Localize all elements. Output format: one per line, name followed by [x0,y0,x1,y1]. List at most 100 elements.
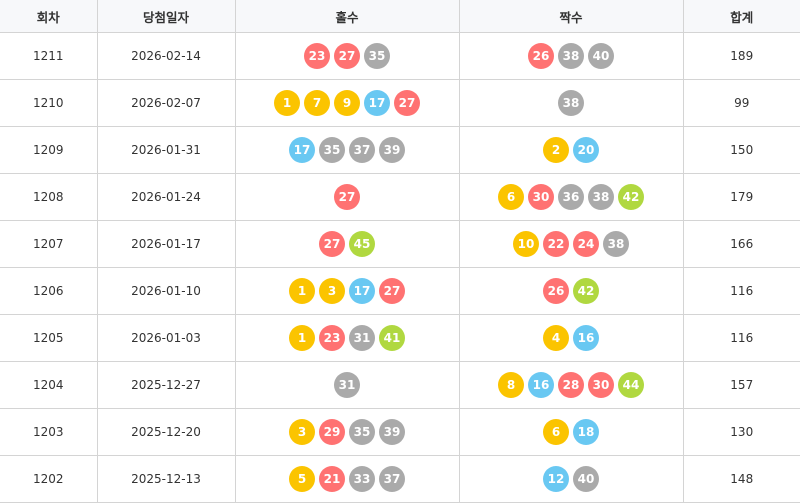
round-cell: 1206 [0,267,98,315]
number-ball: 10 [513,231,539,257]
number-ball: 30 [588,372,614,398]
sum-cell: 130 [682,408,800,456]
even-balls: 6 18 [460,419,683,445]
round-cell: 1203 [0,408,98,456]
round-cell: 1204 [0,361,98,409]
number-ball: 5 [289,466,315,492]
even-balls: 26 38 40 [460,43,683,69]
date-cell: 2026-02-07 [96,79,236,127]
number-ball: 44 [618,372,644,398]
table-row: 1202 2025-12-13 5 21 33 37 12 40 148 [0,455,800,503]
even-balls: 26 42 [460,278,683,304]
table-row: 1208 2026-01-24 27 6 30 36 38 42 179 [0,173,800,221]
number-ball: 22 [543,231,569,257]
odd-numbers-cell: 31 [234,361,460,409]
number-ball: 35 [319,137,345,163]
number-ball: 29 [319,419,345,445]
number-ball: 26 [543,278,569,304]
number-ball: 6 [498,184,524,210]
number-ball: 16 [528,372,554,398]
sum-cell: 99 [682,79,800,127]
odd-numbers-cell: 5 21 33 37 [234,455,460,503]
number-ball: 23 [319,325,345,351]
number-ball: 18 [573,419,599,445]
number-ball: 38 [588,184,614,210]
number-ball: 27 [394,90,420,116]
round-cell: 1209 [0,126,98,174]
even-numbers-cell: 8 16 28 30 44 [458,361,684,409]
even-numbers-cell: 26 42 [458,267,684,315]
sum-cell: 189 [682,32,800,80]
odd-balls: 1 7 9 17 27 [236,90,459,116]
number-ball: 17 [364,90,390,116]
table-row: 1211 2026-02-14 23 27 35 26 38 40 189 [0,32,800,80]
number-ball: 39 [379,419,405,445]
number-ball: 26 [528,43,554,69]
number-ball: 38 [558,90,584,116]
even-numbers-cell: 4 16 [458,314,684,362]
odd-numbers-cell: 1 3 17 27 [234,267,460,315]
table-header-row: 회차 당첨일자 홀수 짝수 합계 [0,0,800,33]
number-ball: 40 [573,466,599,492]
number-ball: 27 [334,184,360,210]
odd-balls: 1 23 31 41 [236,325,459,351]
even-numbers-cell: 10 22 24 38 [458,220,684,268]
odd-balls: 1 3 17 27 [236,278,459,304]
round-cell: 1208 [0,173,98,221]
header-sum: 합계 [682,0,800,33]
table-row: 1210 2026-02-07 1 7 9 17 27 38 99 [0,79,800,127]
table-row: 1203 2025-12-20 3 29 35 39 6 18 130 [0,408,800,456]
even-balls: 2 20 [460,137,683,163]
number-ball: 37 [349,137,375,163]
even-numbers-cell: 26 38 40 [458,32,684,80]
header-even: 짝수 [458,0,684,33]
round-cell: 1210 [0,79,98,127]
sum-cell: 157 [682,361,800,409]
date-cell: 2026-01-31 [96,126,236,174]
number-ball: 17 [289,137,315,163]
even-numbers-cell: 38 [458,79,684,127]
number-ball: 7 [304,90,330,116]
number-ball: 36 [558,184,584,210]
sum-cell: 150 [682,126,800,174]
sum-cell: 166 [682,220,800,268]
odd-balls: 27 [236,184,459,210]
sum-cell: 116 [682,267,800,315]
number-ball: 3 [319,278,345,304]
odd-balls: 5 21 33 37 [236,466,459,492]
number-ball: 27 [379,278,405,304]
table-row: 1205 2026-01-03 1 23 31 41 4 16 116 [0,314,800,362]
number-ball: 23 [304,43,330,69]
number-ball: 39 [379,137,405,163]
date-cell: 2025-12-27 [96,361,236,409]
odd-balls: 31 [236,372,459,398]
even-numbers-cell: 2 20 [458,126,684,174]
number-ball: 33 [349,466,375,492]
round-cell: 1202 [0,455,98,503]
number-ball: 9 [334,90,360,116]
number-ball: 27 [334,43,360,69]
even-balls: 4 16 [460,325,683,351]
number-ball: 42 [573,278,599,304]
table-row: 1204 2025-12-27 31 8 16 28 30 44 157 [0,361,800,409]
number-ball: 35 [364,43,390,69]
odd-numbers-cell: 3 29 35 39 [234,408,460,456]
odd-numbers-cell: 17 35 37 39 [234,126,460,174]
number-ball: 27 [319,231,345,257]
even-balls: 6 30 36 38 42 [460,184,683,210]
date-cell: 2026-01-10 [96,267,236,315]
table-row: 1206 2026-01-10 1 3 17 27 26 42 116 [0,267,800,315]
round-cell: 1207 [0,220,98,268]
header-round: 회차 [0,0,98,33]
number-ball: 6 [543,419,569,445]
number-ball: 21 [319,466,345,492]
date-cell: 2025-12-20 [96,408,236,456]
sum-cell: 148 [682,455,800,503]
number-ball: 31 [334,372,360,398]
number-ball: 31 [349,325,375,351]
number-ball: 30 [528,184,554,210]
even-balls: 38 [460,90,683,116]
date-cell: 2026-01-24 [96,173,236,221]
number-ball: 16 [573,325,599,351]
